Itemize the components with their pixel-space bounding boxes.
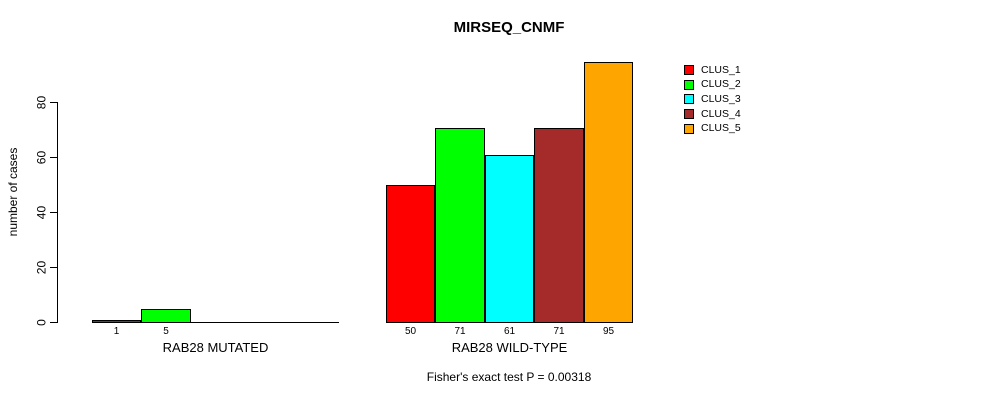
legend-swatch-icon: [684, 79, 694, 90]
legend-swatch-icon: [684, 65, 694, 76]
bar-clus_2-mutated: [141, 309, 191, 323]
legend-item-clus_1: CLUS_1: [684, 63, 741, 78]
legend-item-label: CLUS_4: [701, 107, 741, 120]
legend: CLUS_1 CLUS_2 CLUS_3 CLUS_4 CLUS_5: [684, 63, 741, 136]
legend-item-label: CLUS_1: [701, 63, 741, 76]
bar-zero-clus_3-mutated: [191, 322, 240, 323]
y-axis-tick: [50, 157, 58, 158]
y-axis-tick: [50, 212, 58, 213]
y-axis-tick-label: 80: [34, 95, 49, 110]
bar-value-label: 1: [113, 326, 120, 337]
legend-item-label: CLUS_5: [701, 122, 741, 135]
legend-item-clus_5: CLUS_5: [684, 121, 741, 136]
legend-item-label: CLUS_3: [701, 92, 741, 105]
bar-value-label: 71: [553, 326, 565, 337]
bar-clus_2-wildtype: [435, 128, 485, 323]
bar-value-label: 71: [454, 326, 466, 337]
y-axis-tick-label: 20: [34, 260, 49, 275]
bar-zero-clus_4-mutated: [240, 322, 290, 323]
y-axis-tick-label: 40: [34, 205, 49, 220]
y-axis-tick: [50, 102, 58, 103]
bar-value-label: 5: [163, 326, 169, 337]
legend-swatch-icon: [684, 109, 694, 120]
bar-clus_4-wildtype: [534, 128, 584, 323]
bar-clus_1-wildtype: [386, 185, 435, 323]
bar-value-label: 50: [404, 326, 417, 337]
chart-title: MIRSEQ_CNMF: [453, 19, 565, 36]
legend-swatch-icon: [684, 123, 694, 134]
legend-swatch-icon: [684, 94, 694, 105]
legend-item-clus_4: CLUS_4: [684, 107, 741, 122]
bar-zero-clus_5-mutated: [290, 322, 339, 323]
y-axis-tick-label: 60: [34, 150, 49, 165]
bar-clus_3-wildtype: [485, 155, 534, 323]
bar-value-label: 95: [602, 326, 615, 337]
bar-clus_1-mutated: [92, 320, 141, 323]
stat-annotation: Fisher's exact test P = 0.00318: [426, 370, 592, 384]
bar-clus_5-wildtype: [584, 62, 633, 323]
legend-item-clus_2: CLUS_2: [684, 78, 741, 93]
group-label: RAB28 MUTATED: [162, 340, 269, 355]
y-axis-tick: [50, 267, 58, 268]
y-axis-tick-label: 0: [34, 319, 49, 326]
group-label: RAB28 WILD-TYPE: [451, 340, 568, 355]
legend-item-label: CLUS_2: [701, 78, 741, 91]
legend-item-clus_3: CLUS_3: [684, 92, 741, 107]
y-axis-tick: [50, 322, 58, 323]
bar-value-label: 61: [503, 326, 516, 337]
